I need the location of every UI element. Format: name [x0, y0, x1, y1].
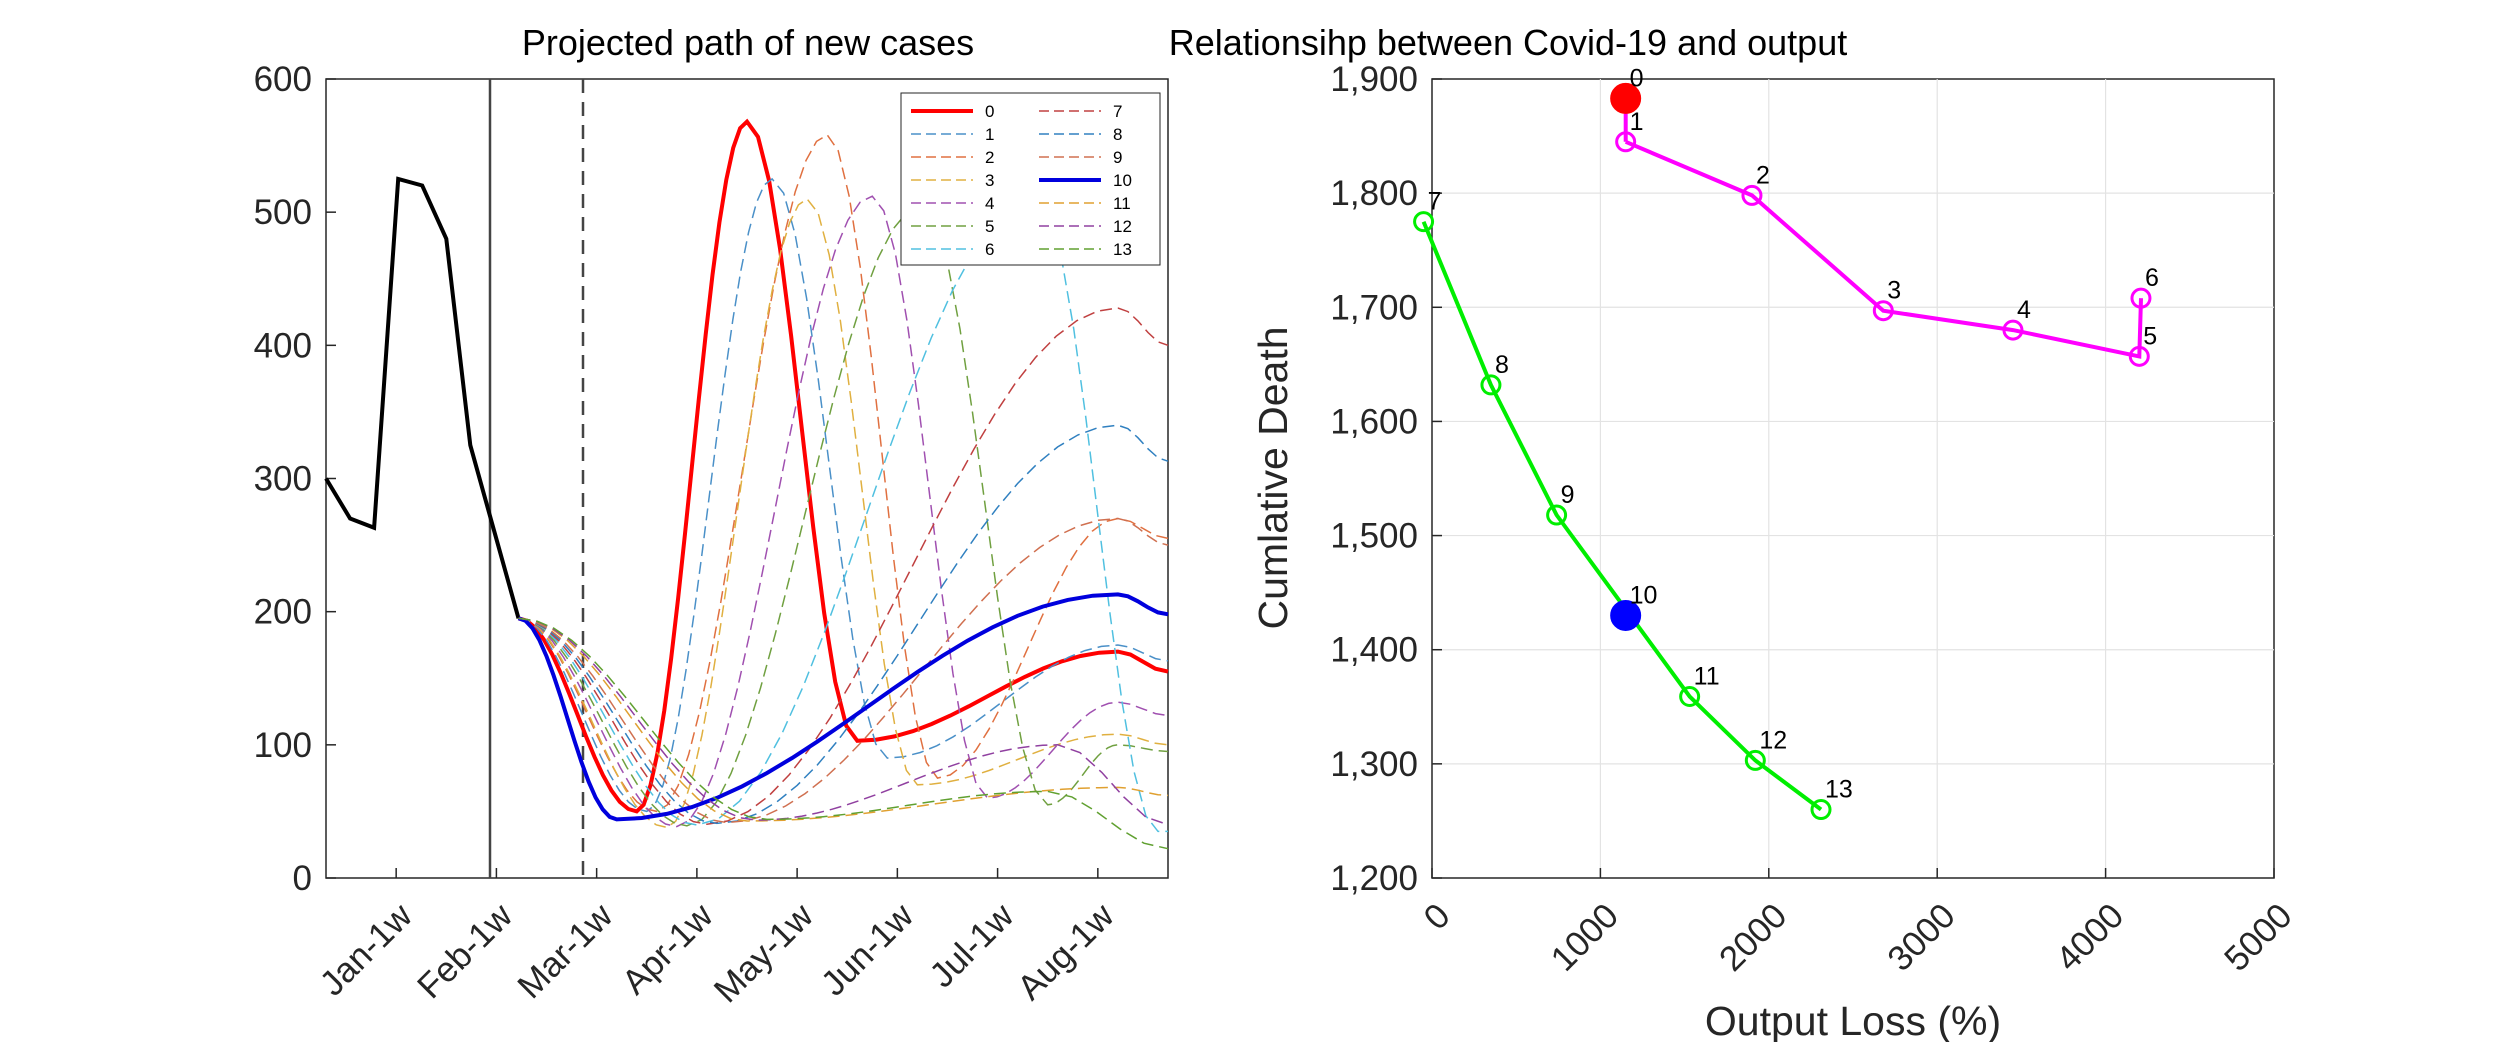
left-x-tick-label: Jun-1w	[814, 896, 922, 1004]
point-marker-2	[1741, 184, 1763, 206]
point-label-4: 4	[2017, 296, 2031, 324]
left-y-tick-label: 400	[254, 326, 312, 365]
left-x-tick-label: Feb-1w	[410, 896, 521, 1007]
legend-label-11: 11	[1113, 194, 1131, 213]
series-line-7	[518, 307, 1169, 825]
right-x-ticks: 0 1000 2000 3000 4000 5000	[1416, 868, 2300, 979]
left-x-tick-label: Jul-1w	[922, 896, 1022, 996]
right-y-tick-label: 1,200	[1330, 859, 1418, 898]
right-chart-title: Relationsihp between Covid-19 and output	[1169, 22, 1847, 63]
point-marker-3	[1872, 300, 1894, 322]
series-line-6	[518, 198, 1168, 833]
series-line-13	[518, 617, 1169, 850]
left-series-lines	[324, 118, 1169, 850]
right-y-tick-label: 1,300	[1330, 745, 1418, 784]
point-label-2: 2	[1756, 161, 1770, 189]
legend-label-7: 7	[1113, 102, 1122, 121]
left-x-tick-label: Mar-1w	[510, 896, 621, 1007]
left-y-tick-label: 500	[254, 193, 312, 232]
left-y-tick-label: 100	[254, 726, 312, 765]
right-x-tick-label: 3000	[1880, 896, 1963, 979]
point-label-7: 7	[1428, 188, 1442, 216]
left-chart-title: Projected path of new cases	[522, 22, 974, 63]
point-label-5: 5	[2143, 322, 2157, 350]
point-marker-1	[1615, 131, 1637, 153]
legend-label-13: 13	[1113, 240, 1132, 259]
point-label-9: 9	[1561, 481, 1575, 509]
left-x-tick-label: Jan-1w	[312, 896, 420, 1004]
series-line-9	[518, 517, 1169, 824]
right-chart: Relationsihp between Covid-19 and output…	[1169, 22, 2300, 1042]
point-label-13: 13	[1825, 776, 1853, 804]
right-x-tick-label: 2000	[1712, 896, 1795, 979]
point-marker-7	[1413, 211, 1435, 233]
right-x-tick-label: 0	[1416, 896, 1457, 937]
right-y-tick-label: 1,900	[1330, 60, 1418, 99]
point-marker-13	[1810, 799, 1832, 821]
right-y-tick-label: 1,800	[1330, 174, 1418, 213]
point-marker-9	[1546, 504, 1568, 526]
legend-label-4: 4	[985, 194, 994, 213]
left-y-tick-label: 0	[293, 859, 312, 898]
legend-label-3: 3	[985, 171, 994, 190]
point-label-8: 8	[1495, 351, 1509, 379]
legend-label-6: 6	[985, 240, 994, 259]
series-line-1	[518, 177, 1169, 813]
right-y-tick-label: 1,700	[1330, 288, 1418, 327]
left-y-tick-label: 300	[254, 460, 312, 499]
legend-label-2: 2	[985, 148, 994, 167]
point-label-10: 10	[1630, 581, 1658, 609]
series-line-3	[518, 197, 1169, 829]
point-marker-11	[1679, 686, 1701, 708]
left-chart: Projected path of new cases 010020030040…	[254, 22, 1169, 1010]
legend-label-1: 1	[985, 125, 994, 144]
right-x-axis-label: Output Loss (%)	[1705, 998, 2001, 1042]
right-x-tick-label: 4000	[2049, 896, 2132, 979]
right-y-ticks: 1,200 1,300 1,400 1,500 1,600 1,700 1,800 1,900	[1330, 60, 1442, 898]
left-y-tick-label: 200	[254, 593, 312, 632]
point-label-1: 1	[1630, 108, 1644, 136]
legend-label-12: 12	[1113, 217, 1132, 236]
series-line-8	[518, 424, 1169, 825]
point-label-3: 3	[1887, 277, 1901, 305]
right-x-tick-label: 1000	[1543, 896, 1626, 979]
right-x-tick-label: 5000	[2217, 896, 2300, 979]
point-label-12: 12	[1759, 726, 1787, 754]
point-label-0: 0	[1630, 64, 1644, 92]
point-marker-10	[1610, 599, 1642, 631]
point-label-11: 11	[1694, 663, 1720, 691]
left-y-tick-label: 600	[254, 60, 312, 99]
point-marker-4	[2002, 319, 2024, 341]
right-y-tick-label: 1,500	[1330, 517, 1418, 556]
legend-label-10: 10	[1113, 171, 1132, 190]
legend-box	[900, 92, 1161, 266]
left-x-tick-label: Apr-1w	[615, 896, 721, 1002]
series-line-12	[518, 617, 1169, 826]
left-y-ticks: 0 100 200 300 400 500 600	[254, 60, 336, 898]
left-x-tick-label: May-1w	[707, 896, 822, 1011]
left-x-tick-label: Aug-1w	[1010, 896, 1122, 1008]
legend-label-5: 5	[985, 217, 994, 236]
point-marker-5	[2128, 345, 2150, 367]
series-line-10	[517, 592, 1169, 822]
right-y-tick-label: 1,600	[1330, 402, 1418, 441]
series-line-11	[518, 617, 1169, 822]
point-label-6: 6	[2145, 264, 2159, 292]
legend-label-9: 9	[1113, 148, 1122, 167]
point-marker-12	[1744, 749, 1766, 771]
legend-label-8: 8	[1113, 125, 1122, 144]
right-y-axis-label: Cumlative Death	[1250, 326, 1296, 629]
series-line-4	[518, 195, 1169, 828]
legend-label-0: 0	[985, 102, 994, 121]
history-line	[324, 176, 521, 619]
right-y-tick-label: 1,400	[1330, 631, 1418, 670]
point-marker-0	[1610, 82, 1642, 114]
point-marker-8	[1480, 374, 1502, 396]
right-plot-frame	[1431, 78, 2275, 879]
point-marker-6	[2130, 287, 2152, 309]
